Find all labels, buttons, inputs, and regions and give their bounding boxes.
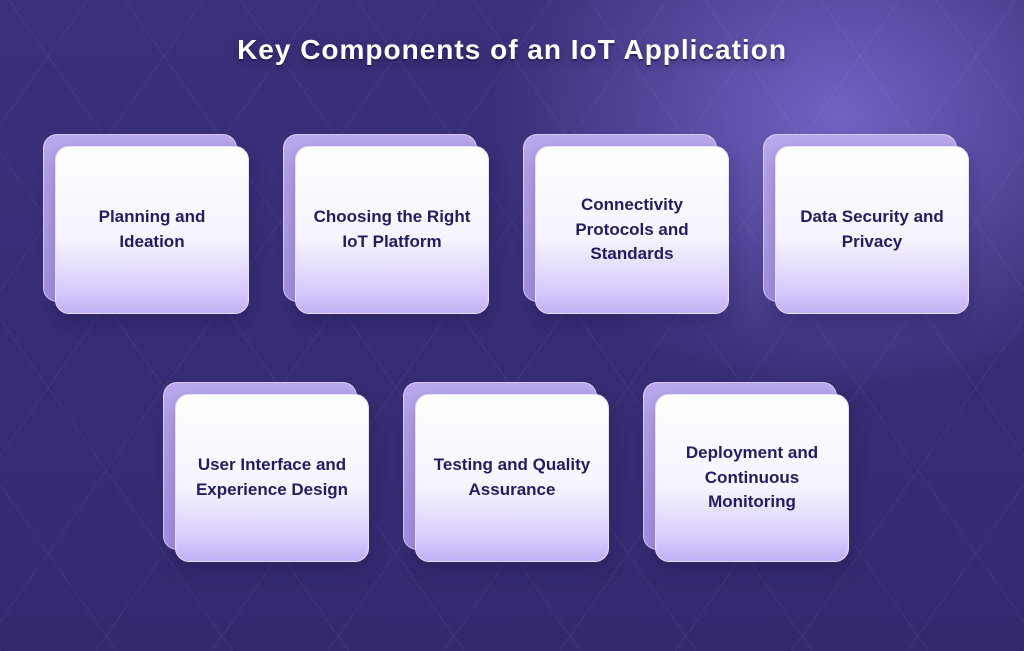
card-label: User Interface and Experience Design — [192, 453, 352, 502]
card-row-1: Planning and Ideation Choosing the Right… — [0, 146, 1024, 314]
card-label: Testing and Quality Assurance — [432, 453, 592, 502]
card: Data Security and Privacy — [775, 146, 969, 314]
card-front: Deployment and Continuous Monitoring — [655, 394, 849, 562]
card-label: Data Security and Privacy — [792, 205, 952, 254]
card-front: Planning and Ideation — [55, 146, 249, 314]
card-front: Connectivity Protocols and Standards — [535, 146, 729, 314]
card-row-2: User Interface and Experience Design Tes… — [0, 394, 1024, 562]
card-label: Choosing the Right IoT Platform — [312, 205, 472, 254]
card-label: Connectivity Protocols and Standards — [552, 193, 712, 267]
card-label: Deployment and Continuous Monitoring — [672, 441, 832, 515]
card: Choosing the Right IoT Platform — [295, 146, 489, 314]
card: Connectivity Protocols and Standards — [535, 146, 729, 314]
infographic-canvas: Key Components of an IoT Application Pla… — [0, 0, 1024, 651]
card-front: User Interface and Experience Design — [175, 394, 369, 562]
card-front: Choosing the Right IoT Platform — [295, 146, 489, 314]
card-front: Data Security and Privacy — [775, 146, 969, 314]
page-title: Key Components of an IoT Application — [0, 34, 1024, 66]
card: Testing and Quality Assurance — [415, 394, 609, 562]
card: User Interface and Experience Design — [175, 394, 369, 562]
card: Planning and Ideation — [55, 146, 249, 314]
card-label: Planning and Ideation — [72, 205, 232, 254]
card: Deployment and Continuous Monitoring — [655, 394, 849, 562]
card-front: Testing and Quality Assurance — [415, 394, 609, 562]
